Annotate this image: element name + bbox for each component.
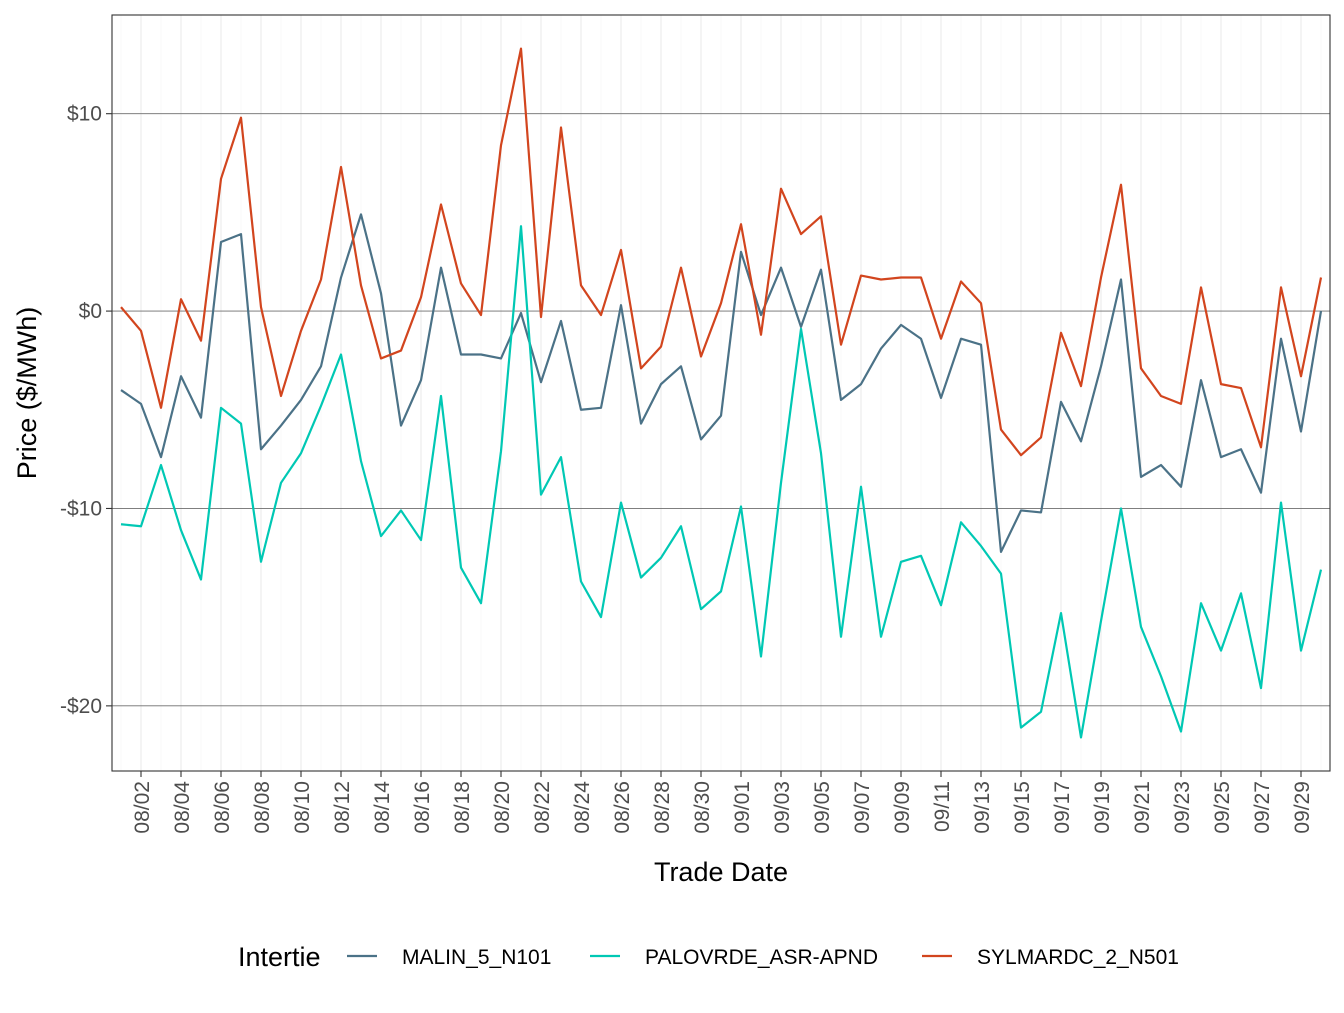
x-axis-title: Trade Date <box>654 857 788 887</box>
x-tick-label: 09/27 <box>1251 781 1274 834</box>
x-tick-label: 08/26 <box>611 781 634 834</box>
x-tick-label: 09/11 <box>931 781 954 832</box>
x-tick-label: 08/28 <box>651 781 674 834</box>
y-tick-label: -$20 <box>60 695 102 718</box>
x-tick-label: 09/23 <box>1171 781 1194 834</box>
x-axis: 08/02 08/04 08/06 08/08 08/10 08/12 08/14 08/16… <box>131 771 1314 834</box>
series-line-malin_5_n101 <box>120 213 1323 553</box>
y-tick-label: -$10 <box>60 497 102 520</box>
legend-title: Intertie <box>238 942 321 972</box>
y-tick-label: $0 <box>79 300 102 323</box>
x-tick-label: 08/14 <box>371 781 394 834</box>
x-tick-label: 08/08 <box>251 781 274 834</box>
series-line-palovrde_asr-apnd <box>120 225 1323 739</box>
x-tick-label: 09/03 <box>771 781 794 834</box>
x-tick-label: 09/09 <box>891 781 914 834</box>
x-tick-label: 09/13 <box>971 781 994 834</box>
x-tick-label: 08/16 <box>411 781 434 834</box>
x-tick-label: 09/15 <box>1011 781 1034 834</box>
legend-label: PALOVRDE_ASR-APND <box>645 946 878 969</box>
y-axis: $10 $0 -$10 -$20 <box>60 103 112 718</box>
x-tick-label: 08/20 <box>491 781 514 834</box>
x-tick-label: 08/06 <box>211 781 234 834</box>
x-tick-label: 08/22 <box>531 781 554 834</box>
x-tick-label: 09/29 <box>1291 781 1314 834</box>
x-tick-label: 09/01 <box>731 781 754 834</box>
legend-label: SYLMARDC_2_N501 <box>977 946 1179 969</box>
x-tick-label: 08/02 <box>131 781 154 834</box>
x-tick-label: 09/19 <box>1091 781 1114 834</box>
y-axis-title: Price ($/MWh) <box>12 307 42 480</box>
x-tick-label: 09/21 <box>1131 781 1154 834</box>
series-lines <box>120 47 1323 739</box>
grid <box>112 15 1330 771</box>
x-tick-label: 08/30 <box>691 781 714 834</box>
x-tick-label: 08/04 <box>171 781 194 834</box>
x-tick-label: 08/18 <box>451 781 474 834</box>
y-tick-label: $10 <box>67 103 102 126</box>
legend-label: MALIN_5_N101 <box>402 946 551 969</box>
x-tick-label: 08/12 <box>331 781 354 834</box>
x-tick-label: 08/10 <box>291 781 314 834</box>
x-tick-label: 09/25 <box>1211 781 1234 834</box>
x-tick-label: 09/17 <box>1051 781 1074 834</box>
x-tick-label: 09/05 <box>811 781 834 834</box>
x-tick-label: 09/07 <box>851 781 874 834</box>
plot-panel-border <box>111 14 1331 772</box>
legend: Intertie MALIN_5_N101 PALOVRDE_ASR-APND SY… <box>238 942 1179 972</box>
x-tick-label: 08/24 <box>571 781 594 834</box>
series-line-sylmardc_2_n501 <box>120 47 1323 457</box>
